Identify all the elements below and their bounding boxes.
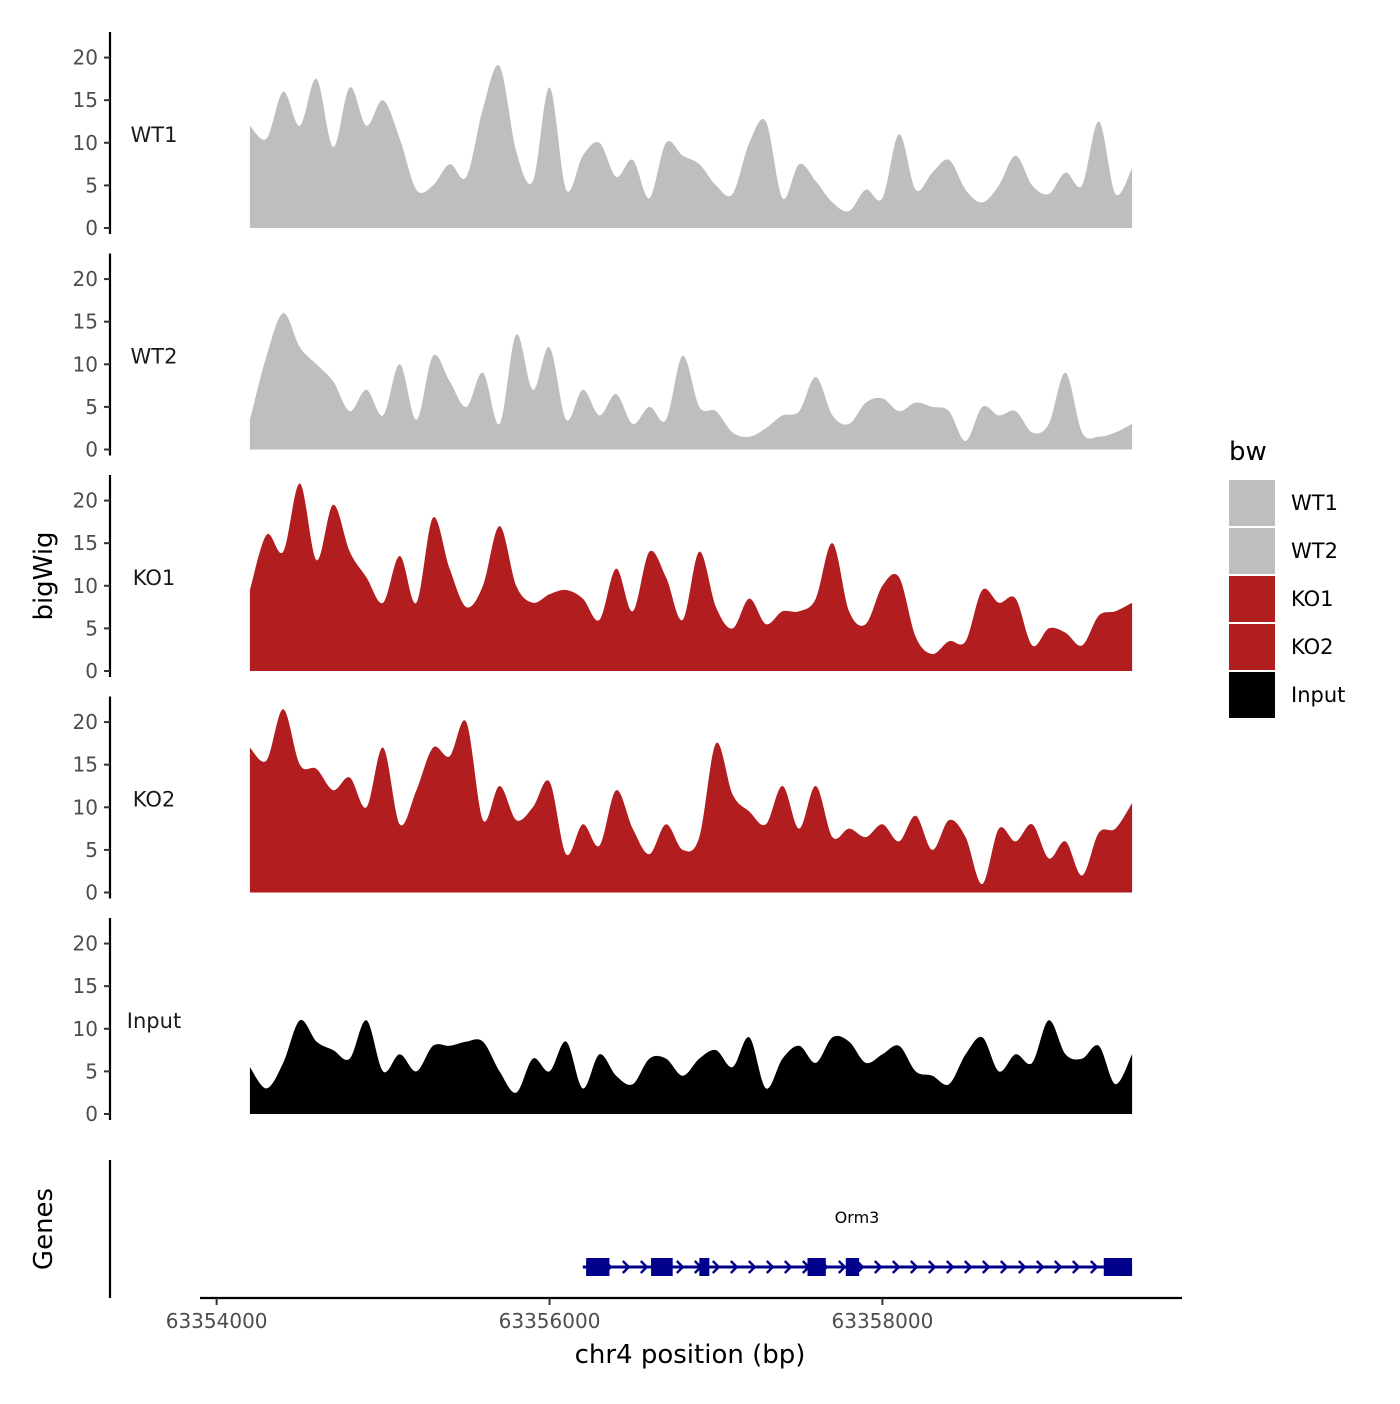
x-axis: chr4 position (bp) 63354000 63356000 63358…	[166, 1296, 1182, 1370]
area-wt1	[249, 65, 1133, 228]
track-wt2: 0 5 10 15 20 WT2	[73, 253, 1133, 462]
strand-arrow	[999, 1260, 1009, 1274]
legend-title: bw	[1229, 437, 1267, 467]
legend-label: KO2	[1291, 635, 1334, 659]
x-tick-label: 63354000	[166, 1309, 268, 1333]
strand-arrow	[1035, 1260, 1045, 1274]
legend-label: Input	[1291, 683, 1345, 707]
strand-arrow	[873, 1260, 883, 1274]
y-tick-label: 10	[73, 1017, 98, 1041]
legend-swatch	[1229, 672, 1275, 718]
strand-arrow	[1071, 1260, 1081, 1274]
strand-arrow	[747, 1260, 757, 1274]
area-ko2	[249, 709, 1133, 893]
gene-exon	[845, 1258, 860, 1276]
y-axis-title: bigWig	[29, 531, 59, 620]
track-ko1: 0 5 10 15 20 KO1	[73, 475, 1133, 683]
gene-exon	[807, 1258, 826, 1276]
y-tick-label: 10	[73, 352, 98, 376]
y-tick-label: 5	[85, 838, 98, 862]
track-input: 0 5 10 15 20 Input	[73, 918, 1133, 1126]
track-label: KO1	[133, 566, 176, 590]
area-input	[249, 1019, 1133, 1114]
y-tick-label: 10	[73, 795, 98, 819]
gene-track: Orm3	[108, 1160, 1133, 1298]
y-tick-label: 0	[85, 216, 98, 240]
strand-arrow	[981, 1260, 991, 1274]
legend-label: WT2	[1291, 539, 1338, 563]
strand-arrow	[945, 1260, 955, 1274]
y-tick-label: 20	[73, 710, 98, 734]
strand-arrow	[927, 1260, 937, 1274]
strand-arrow	[1017, 1260, 1027, 1274]
strand-arrow	[1053, 1260, 1063, 1274]
track-label: KO2	[133, 788, 176, 812]
strand-arrow	[963, 1260, 973, 1274]
bigwig-tracks: 0 5 10 15 20 WT1 0 5 10 15 20 WT2 0 5 10 15 20 KO1 0 5 10 15 2…	[73, 32, 1133, 1126]
x-axis-title: chr4 position (bp)	[575, 1340, 806, 1370]
legend-label: WT1	[1291, 491, 1338, 515]
y-tick-label: 5	[85, 1059, 98, 1083]
y-tick-label: 15	[73, 531, 98, 555]
legend-swatch	[1229, 576, 1275, 622]
y-tick-label: 20	[73, 267, 98, 291]
y-tick-label: 15	[73, 753, 98, 777]
track-label: Input	[127, 1009, 181, 1033]
gene-exon	[699, 1258, 710, 1276]
strand-arrow	[1089, 1260, 1099, 1274]
strand-arrow	[837, 1260, 847, 1274]
strand-arrow	[729, 1260, 739, 1274]
strand-arrow	[621, 1260, 631, 1274]
legend-label: KO1	[1291, 587, 1334, 611]
track-wt1: 0 5 10 15 20 WT1	[73, 32, 1133, 240]
legend-swatch	[1229, 624, 1275, 670]
gene-exon	[586, 1258, 610, 1276]
y-tick-label: 15	[73, 974, 98, 998]
y-tick-label: 5	[85, 616, 98, 640]
strand-arrow	[639, 1260, 649, 1274]
gene-label: Orm3	[835, 1208, 880, 1227]
strand-arrow	[783, 1260, 793, 1274]
track-ko2: 0 5 10 15 20 KO2	[73, 696, 1133, 905]
y-tick-label: 0	[85, 438, 98, 462]
strand-arrow	[765, 1260, 775, 1274]
track-label: WT1	[131, 123, 178, 147]
x-tick-label: 63358000	[832, 1309, 934, 1333]
gene-exon	[1103, 1258, 1133, 1276]
area-wt2	[249, 313, 1133, 450]
y-tick-label: 5	[85, 173, 98, 197]
y-tick-label: 0	[85, 881, 98, 905]
y-tick-label: 0	[85, 1102, 98, 1126]
y-tick-label: 20	[73, 46, 98, 70]
y-tick-label: 10	[73, 131, 98, 155]
legend-swatch	[1229, 480, 1275, 526]
strand-arrow	[891, 1260, 901, 1274]
legend-swatch	[1229, 528, 1275, 574]
legend: bw WT1 WT2 KO1 KO2 Input	[1229, 437, 1345, 718]
track-label: WT2	[131, 345, 178, 369]
gene-exon	[651, 1258, 673, 1276]
y-tick-label: 20	[73, 932, 98, 956]
strand-arrow	[711, 1260, 721, 1274]
gene-track-title: Genes	[29, 1188, 59, 1270]
y-tick-label: 15	[73, 88, 98, 112]
y-tick-label: 0	[85, 659, 98, 683]
x-tick-label: 63356000	[499, 1309, 601, 1333]
area-ko1	[249, 483, 1133, 671]
strand-arrow	[675, 1260, 685, 1274]
y-tick-label: 20	[73, 489, 98, 513]
y-tick-label: 10	[73, 574, 98, 598]
y-tick-label: 5	[85, 395, 98, 419]
strand-arrow	[909, 1260, 919, 1274]
y-tick-label: 15	[73, 310, 98, 334]
